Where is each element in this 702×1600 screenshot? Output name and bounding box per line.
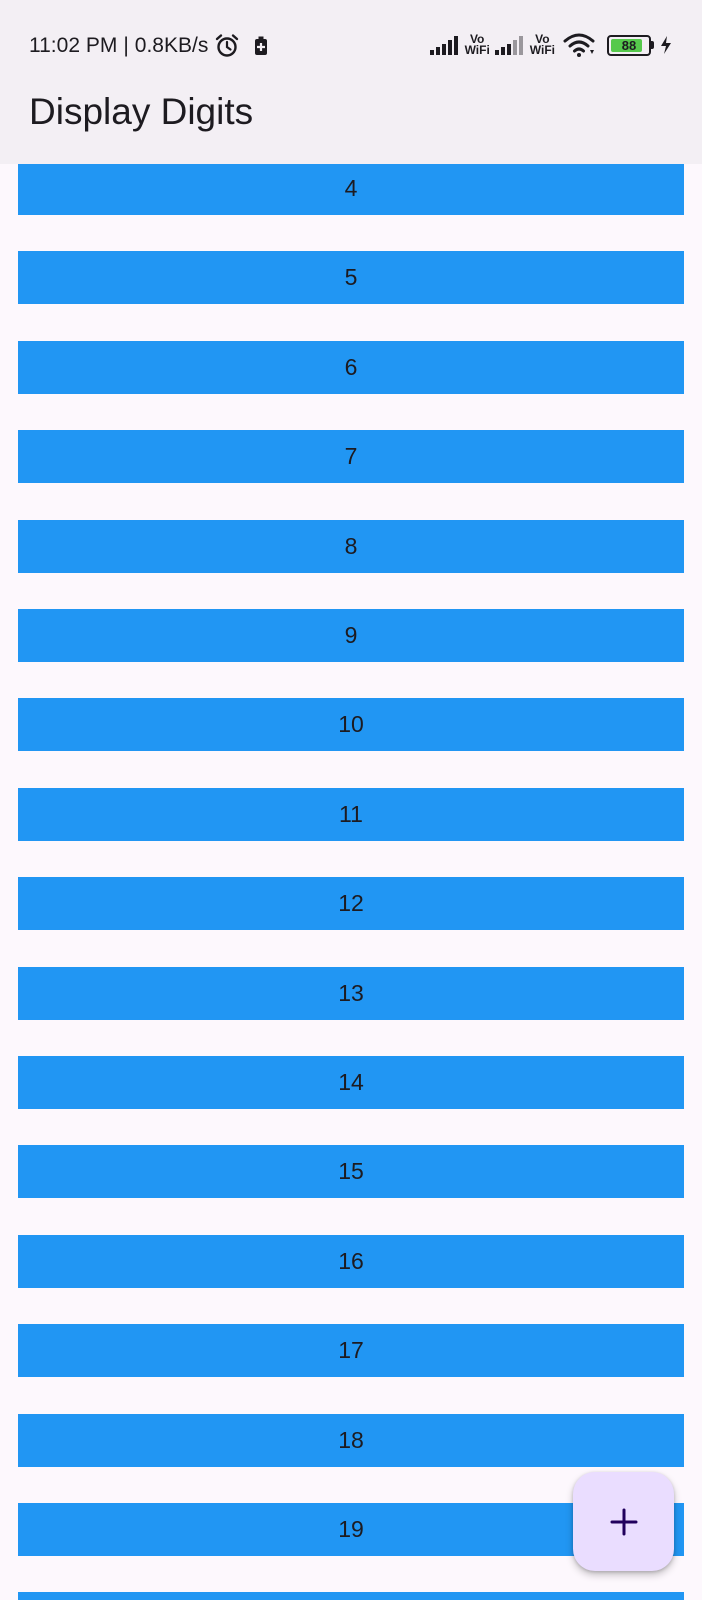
status-right: Vo WiFi Vo WiFi xyxy=(429,28,672,62)
list-item[interactable]: 11 xyxy=(18,788,684,841)
status-separator: | xyxy=(123,34,129,57)
battery-saver-icon xyxy=(254,36,268,56)
list-item[interactable]: 15 xyxy=(18,1145,684,1198)
wifi-icon xyxy=(563,32,597,58)
vowifi-bottom-label-2: WiFi xyxy=(529,43,555,57)
list-item[interactable]: 4 xyxy=(18,162,684,215)
alarm-icon xyxy=(214,33,240,59)
list-item[interactable]: 13 xyxy=(18,967,684,1020)
status-left: 11:02 PM | 0.8KB/s xyxy=(29,30,268,62)
page-title: Display Digits xyxy=(29,91,254,132)
list-item[interactable]: 17 xyxy=(18,1324,684,1377)
battery-fill xyxy=(611,38,642,52)
vowifi-icon: Vo WiFi xyxy=(464,32,490,57)
network-speed: 0.8KB/s xyxy=(134,34,209,57)
add-fab-button[interactable] xyxy=(573,1472,674,1571)
list-item[interactable]: 10 xyxy=(18,698,684,751)
signal-strength-weak-icon xyxy=(494,34,526,56)
charging-bolt-icon xyxy=(660,35,672,55)
list-item[interactable]: 5 xyxy=(18,251,684,304)
top-app-bar: 11:02 PM | 0.8KB/s xyxy=(0,0,702,164)
vowifi-top-label: Vo xyxy=(469,32,485,46)
list-item[interactable]: 18 xyxy=(18,1414,684,1467)
status-time: 11:02 PM xyxy=(29,34,118,57)
list-item[interactable]: 9 xyxy=(18,609,684,662)
list-item[interactable]: 8 xyxy=(18,520,684,573)
vowifi-bottom-label: WiFi xyxy=(464,43,490,57)
list-item[interactable]: 20 xyxy=(18,1592,684,1600)
list-item[interactable]: 6 xyxy=(18,341,684,394)
status-bar: 11:02 PM | 0.8KB/s xyxy=(0,0,702,90)
list-item[interactable]: 12 xyxy=(18,877,684,930)
vowifi-icon-2: Vo WiFi xyxy=(529,32,555,57)
list-item[interactable]: 7 xyxy=(18,430,684,483)
plus-icon xyxy=(609,1507,639,1537)
battery-cap xyxy=(651,41,654,49)
vowifi-top-label-2: Vo xyxy=(535,32,550,46)
signal-strength-icon xyxy=(429,34,461,56)
battery-icon: 88 xyxy=(607,34,654,56)
battery-body: 88 xyxy=(607,34,651,56)
list-item[interactable]: 14 xyxy=(18,1056,684,1109)
battery-level: 88 xyxy=(621,37,637,53)
list-item[interactable]: 16 xyxy=(18,1235,684,1288)
